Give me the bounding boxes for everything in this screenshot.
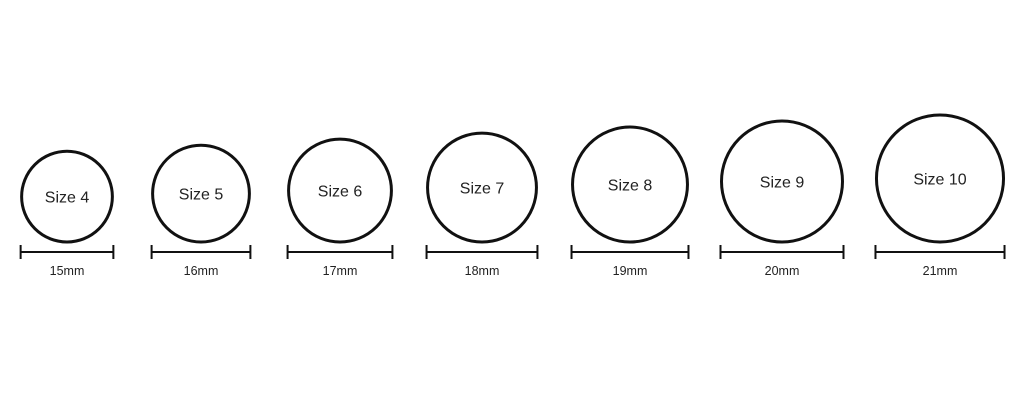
ring-group: Size 8 19mm (570, 125, 690, 278)
diameter-label: 21mm (923, 264, 958, 278)
diameter-label: 16mm (184, 264, 219, 278)
ring-circle (571, 125, 689, 244)
diameter-label: 20mm (765, 264, 800, 278)
ring-group: Size 6 17mm (286, 137, 394, 278)
ring-circle (874, 113, 1006, 244)
ring-circle (426, 131, 538, 244)
ring-size-label: Size 6 (318, 184, 363, 201)
diameter-label: 17mm (323, 264, 358, 278)
ring-size-label: Size 7 (460, 181, 505, 198)
ring-circle (20, 149, 114, 244)
ring-circle (287, 137, 393, 244)
ring-group: Size 9 20mm (719, 119, 845, 278)
ring-size-label: Size 8 (608, 178, 653, 195)
ring-size-label: Size 5 (179, 187, 224, 204)
diameter-label: 19mm (613, 264, 648, 278)
ring-size-label: Size 10 (913, 171, 966, 188)
ring-circle (151, 143, 251, 244)
ring-group: Size 10 21mm (874, 113, 1006, 278)
ring-group: Size 4 15mm (19, 149, 115, 278)
ring-size-label: Size 4 (45, 190, 90, 207)
diameter-label: 15mm (50, 264, 85, 278)
ring-circle (720, 119, 844, 244)
ring-size-label: Size 9 (760, 175, 805, 192)
diameter-label: 18mm (465, 264, 500, 278)
ring-group: Size 7 18mm (425, 131, 539, 278)
rings-layer: Size 4 15mm Size 5 16mm Size 6 17mm Size 7 18mm… (19, 113, 1006, 278)
ring-group: Size 5 16mm (150, 143, 252, 278)
